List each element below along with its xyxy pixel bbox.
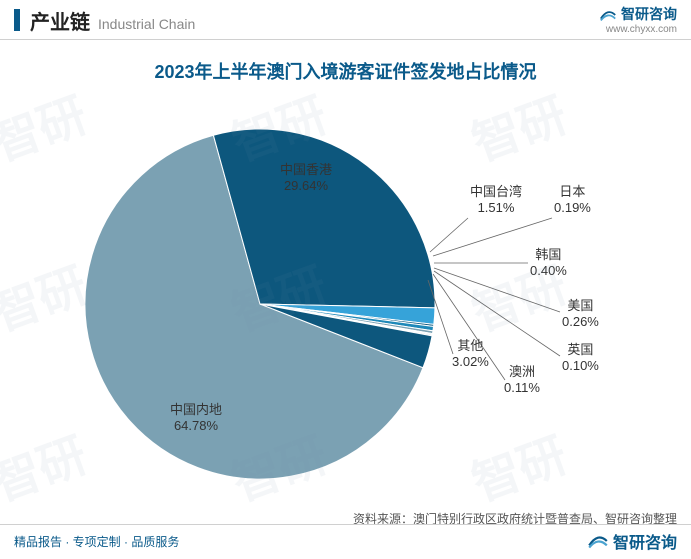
callout-label: 韩国: [530, 247, 567, 263]
header: 产业链 Industrial Chain 智研咨询 www.chyxx.com: [0, 0, 691, 40]
footer-right: 智研咨询: [587, 529, 677, 553]
pie-callout: 中国内地64.78%: [170, 402, 222, 435]
callout-label: 中国香港: [280, 162, 332, 178]
chart-title: 2023年上半年澳门入境游客证件签发地占比情况: [0, 58, 691, 84]
callout-label: 澳洲: [504, 364, 540, 380]
brand-name: 智研咨询: [621, 7, 677, 22]
callout-value: 3.02%: [452, 354, 489, 370]
logo-swoosh-icon: [599, 6, 617, 24]
category-title-cn: 产业链: [30, 6, 90, 35]
callout-value: 29.64%: [280, 178, 332, 194]
callout-label: 日本: [554, 184, 591, 200]
pie-callout: 其他3.02%: [452, 338, 489, 371]
callout-value: 0.40%: [530, 263, 567, 279]
callout-value: 1.51%: [470, 200, 522, 216]
callout-value: 0.26%: [562, 314, 599, 330]
callout-label: 中国台湾: [470, 184, 522, 200]
callout-label: 英国: [562, 342, 599, 358]
callout-label: 美国: [562, 298, 599, 314]
callout-value: 0.10%: [562, 358, 599, 374]
brand-url: www.chyxx.com: [599, 24, 677, 35]
pie-callout: 韩国0.40%: [530, 247, 567, 280]
pie-callout: 美国0.26%: [562, 298, 599, 331]
chart-area: 中国香港29.64%中国内地64.78%中国台湾1.51%日本0.19%韩国0.…: [0, 84, 691, 514]
footer-logo-icon: [587, 530, 609, 552]
footer-tagline: 精品报告 · 专项定制 · 品质服务: [14, 533, 179, 550]
callout-value: 64.78%: [170, 418, 222, 434]
pie-callout: 英国0.10%: [562, 342, 599, 375]
accent-bar-icon: [14, 9, 20, 31]
callout-value: 0.19%: [554, 200, 591, 216]
footer: 精品报告 · 专项定制 · 品质服务 智研咨询: [0, 524, 691, 559]
category-title-en: Industrial Chain: [98, 16, 195, 32]
callout-value: 0.11%: [504, 380, 540, 396]
callout-label: 中国内地: [170, 402, 222, 418]
header-left: 产业链 Industrial Chain: [14, 6, 195, 35]
pie-callout: 中国香港29.64%: [280, 162, 332, 195]
pie-callout: 澳洲0.11%: [504, 364, 540, 397]
callout-label: 其他: [452, 338, 489, 354]
pie-callout: 日本0.19%: [554, 184, 591, 217]
pie-callout: 中国台湾1.51%: [470, 184, 522, 217]
footer-brand: 智研咨询: [613, 529, 677, 553]
header-right: 智研咨询 www.chyxx.com: [599, 6, 677, 35]
logo-row: 智研咨询: [599, 6, 677, 24]
